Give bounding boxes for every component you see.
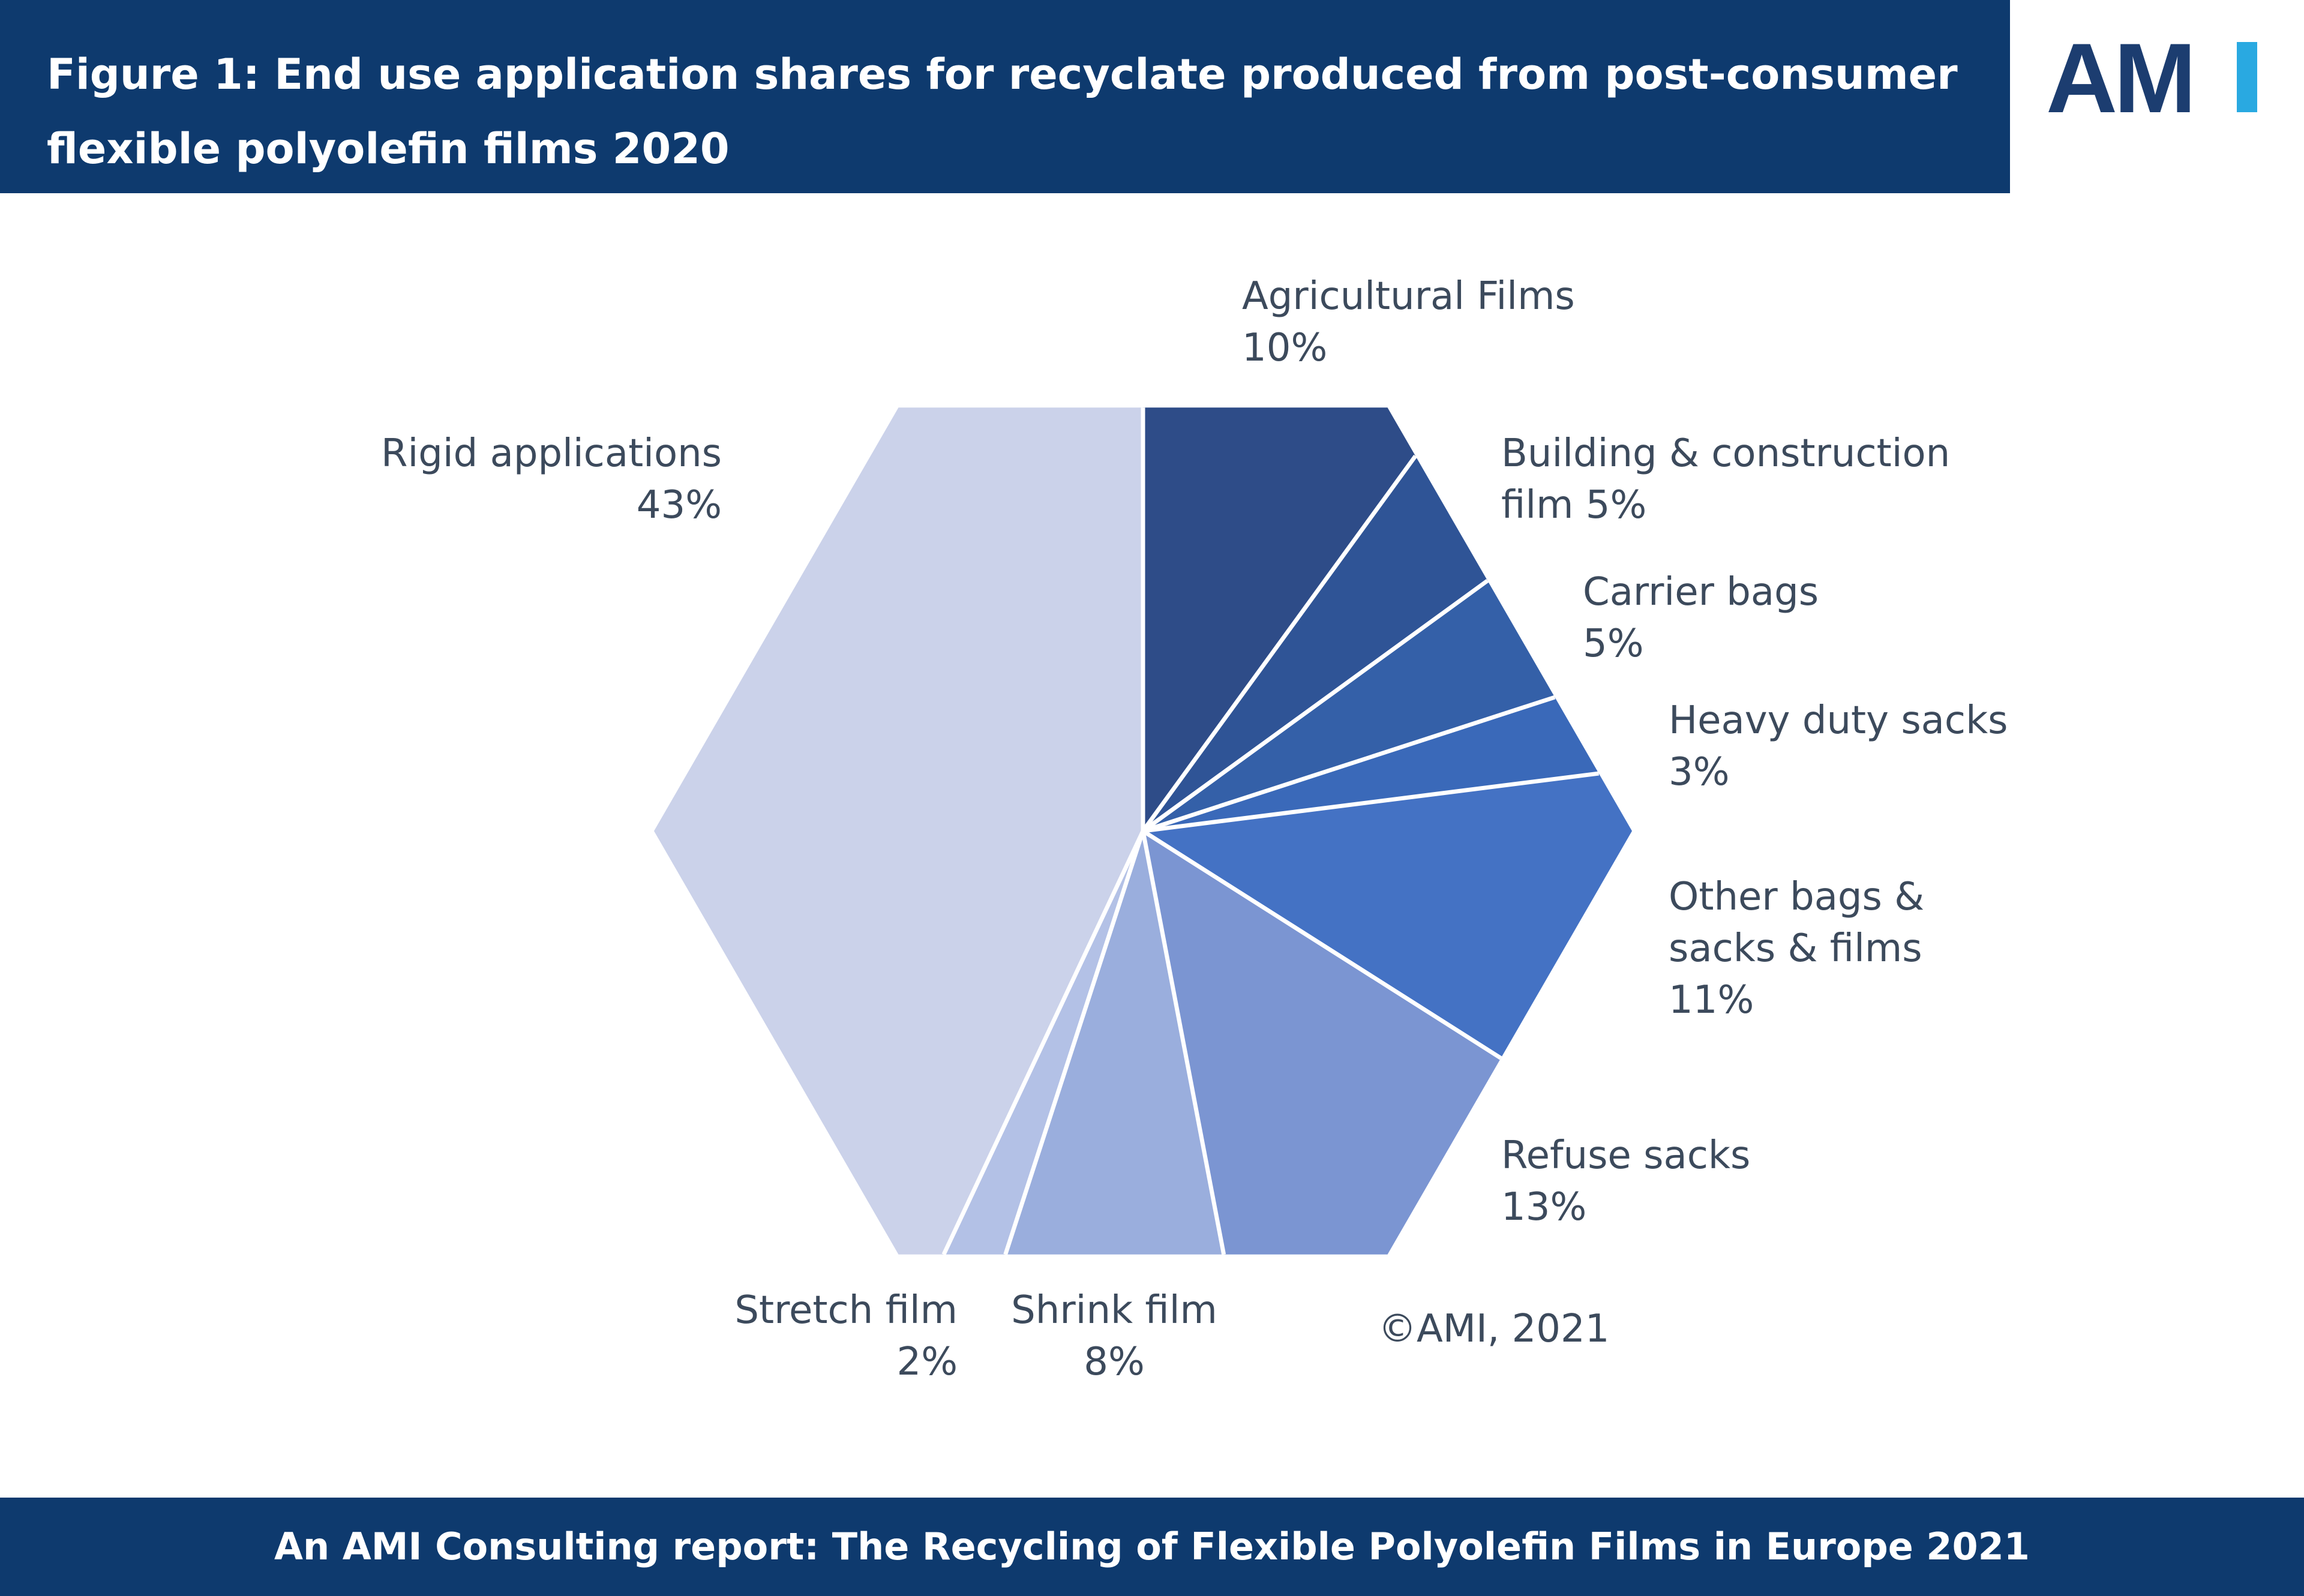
pie-slice [654,407,1143,1255]
slice-label: Refuse sacks 13% [1501,1133,1750,1229]
footer-banner: An AMI Consulting report: The Recycling … [0,1498,2304,1596]
pie-slice [1143,773,1632,1058]
slice-label: Heavy duty sacks 3% [1669,698,2008,794]
pie-slice [1143,407,1416,831]
slice-separator [1142,829,1502,1060]
header-banner: Figure 1: End use application shares for… [0,0,2010,193]
pie-slice [1143,697,1599,831]
slice-separator [1142,771,1600,833]
slice-label: Shrink film 8% [1011,1288,1217,1384]
pie-slice [1143,580,1555,831]
slice-separator [1141,454,1417,833]
slice-label: Carrier bags 5% [1583,570,1819,666]
hexagon-pie-chart: Agricultural Films 10% Building & construc… [381,274,2008,1384]
slice-separator [1003,830,1145,1255]
slice-label: Agricultural Films 10% [1242,274,1575,370]
pie-slice [1005,831,1224,1255]
pie-slice [1143,831,1501,1255]
svg-text:AM: AM [2046,31,2193,127]
figure-title: Figure 1: End use application shares for… [47,50,1958,173]
slice-label: Other bags & sacks & films 11% [1669,875,1924,1022]
slice-separator [1142,695,1556,833]
slice-label: Building & construction film 5% [1501,431,1950,527]
footer-text: An AMI Consulting report: The Recycling … [274,1525,2030,1568]
slice-label: Stretch film 2% [734,1288,958,1384]
slice-label: Rigid applications 43% [381,431,722,527]
slice-separator [941,830,1145,1256]
slice-separator [1141,579,1489,833]
slice-separator [1141,830,1226,1255]
copyright-note: ©AMI, 2021 [1378,1307,1609,1351]
pie-slice [1143,455,1488,831]
ami-logo: AM [2046,31,2257,127]
